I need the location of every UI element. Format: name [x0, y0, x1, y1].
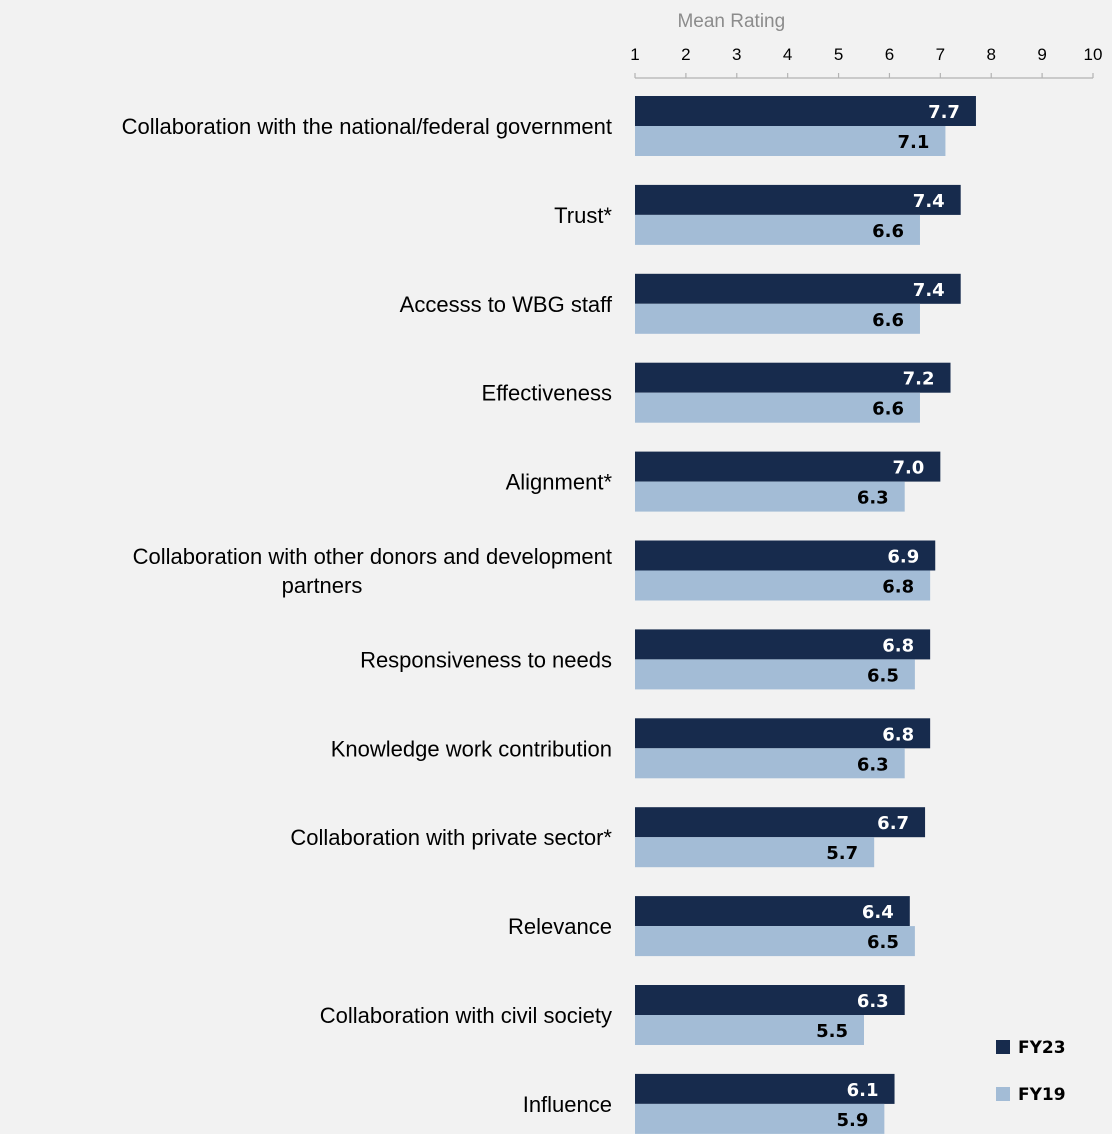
x-tick-label: 6: [885, 45, 894, 64]
bar-value-label: 6.3: [857, 754, 889, 775]
bar-fy23: [635, 362, 951, 393]
x-tick-label: 9: [1037, 45, 1046, 64]
bar-fy19: [635, 659, 915, 690]
bar-value-label: 5.5: [816, 1021, 848, 1042]
x-tick-label: 1: [630, 45, 639, 64]
bar-value-label: 7.7: [928, 102, 960, 123]
bar-value-label: 7.0: [892, 458, 924, 479]
bar-value-label: 5.9: [836, 1110, 868, 1131]
category-label: Collaboration with the national/federal …: [122, 114, 612, 139]
legend-label-fy23: FY23: [1018, 1038, 1066, 1058]
x-tick-label: 10: [1084, 45, 1103, 64]
bar-fy19: [635, 837, 875, 868]
bar-fy23: [635, 718, 931, 749]
bar-value-label: 6.4: [862, 902, 894, 923]
x-tick-label: 5: [834, 45, 843, 64]
bar-value-label: 6.7: [877, 813, 909, 834]
category-label: Collaboration with other donors and deve…: [133, 544, 612, 569]
bar-fy23: [635, 896, 910, 927]
bar-value-label: 6.8: [882, 577, 914, 598]
bar-fy19: [635, 481, 905, 512]
category-label: Responsiveness to needs: [360, 647, 612, 672]
bar-fy23: [635, 540, 936, 571]
category-label: Relevance: [508, 914, 612, 939]
bar-fy23: [635, 451, 941, 482]
bar-fy19: [635, 926, 915, 957]
category-label: Alignment*: [506, 470, 613, 495]
category-label: Knowledge work contribution: [331, 736, 612, 761]
category-label: Accesss to WBG staff: [400, 292, 613, 317]
bar-fy19: [635, 126, 946, 156]
bar-value-label: 6.3: [857, 488, 889, 509]
bar-value-label: 6.3: [857, 991, 889, 1012]
bar-value-label: 6.9: [887, 547, 919, 568]
legend-swatch-fy23: [996, 1040, 1010, 1054]
bar-value-label: 6.8: [882, 724, 914, 745]
category-label: partners: [282, 573, 363, 598]
legend-label-fy19: FY19: [1018, 1085, 1066, 1105]
x-tick-label: 8: [986, 45, 995, 64]
x-tick-label: 3: [732, 45, 741, 64]
bar-value-label: 6.6: [872, 221, 904, 242]
bar-value-label: 6.5: [867, 932, 899, 953]
category-label: Collaboration with civil society: [320, 1003, 612, 1028]
bar-fy19: [635, 1103, 885, 1134]
bar-value-label: 7.1: [898, 132, 930, 153]
x-axis-title: Mean Rating: [677, 11, 785, 32]
bar-value-label: 7.4: [913, 191, 945, 212]
bar-value-label: 6.6: [872, 310, 904, 331]
bar-fy23: [635, 1073, 895, 1104]
bar-value-label: 6.6: [872, 399, 904, 420]
category-label: Trust*: [554, 203, 612, 228]
bar-fy23: [635, 184, 961, 215]
category-label: Effectiveness: [482, 381, 612, 406]
bar-fy23: [635, 96, 976, 126]
bar-value-label: 7.4: [913, 280, 945, 301]
bar-value-label: 7.2: [903, 369, 935, 390]
bar-value-label: 6.1: [847, 1080, 879, 1101]
bar-value-label: 6.5: [867, 665, 899, 686]
bar-value-label: 6.8: [882, 635, 914, 656]
bar-fy19: [635, 748, 905, 779]
x-tick-label: 7: [936, 45, 945, 64]
x-tick-label: 4: [783, 45, 792, 64]
bar-fy19: [635, 570, 931, 601]
bar-fy23: [635, 807, 926, 838]
category-labels: Collaboration with the national/federal …: [122, 114, 613, 1117]
bar-value-label: 5.7: [826, 843, 858, 864]
x-axis: 1 2 3 4 5 6 7 8 9 10: [630, 45, 1103, 79]
category-label: Influence: [523, 1092, 612, 1117]
x-tick-label: 2: [681, 45, 690, 64]
bar-fy23: [635, 985, 905, 1015]
bars: 7.77.17.46.67.46.67.26.67.06.36.96.86.86…: [635, 96, 976, 1134]
category-label: Collaboration with private sector*: [290, 825, 612, 850]
bar-fy23: [635, 273, 961, 304]
bar-fy23: [635, 629, 931, 660]
bar-fy19: [635, 1015, 864, 1045]
bar-fy19: [635, 214, 920, 245]
bar-fy19: [635, 303, 920, 334]
bar-fy19: [635, 392, 920, 423]
legend-swatch-fy19: [996, 1087, 1010, 1101]
legend: FY23 FY19: [996, 1038, 1066, 1105]
